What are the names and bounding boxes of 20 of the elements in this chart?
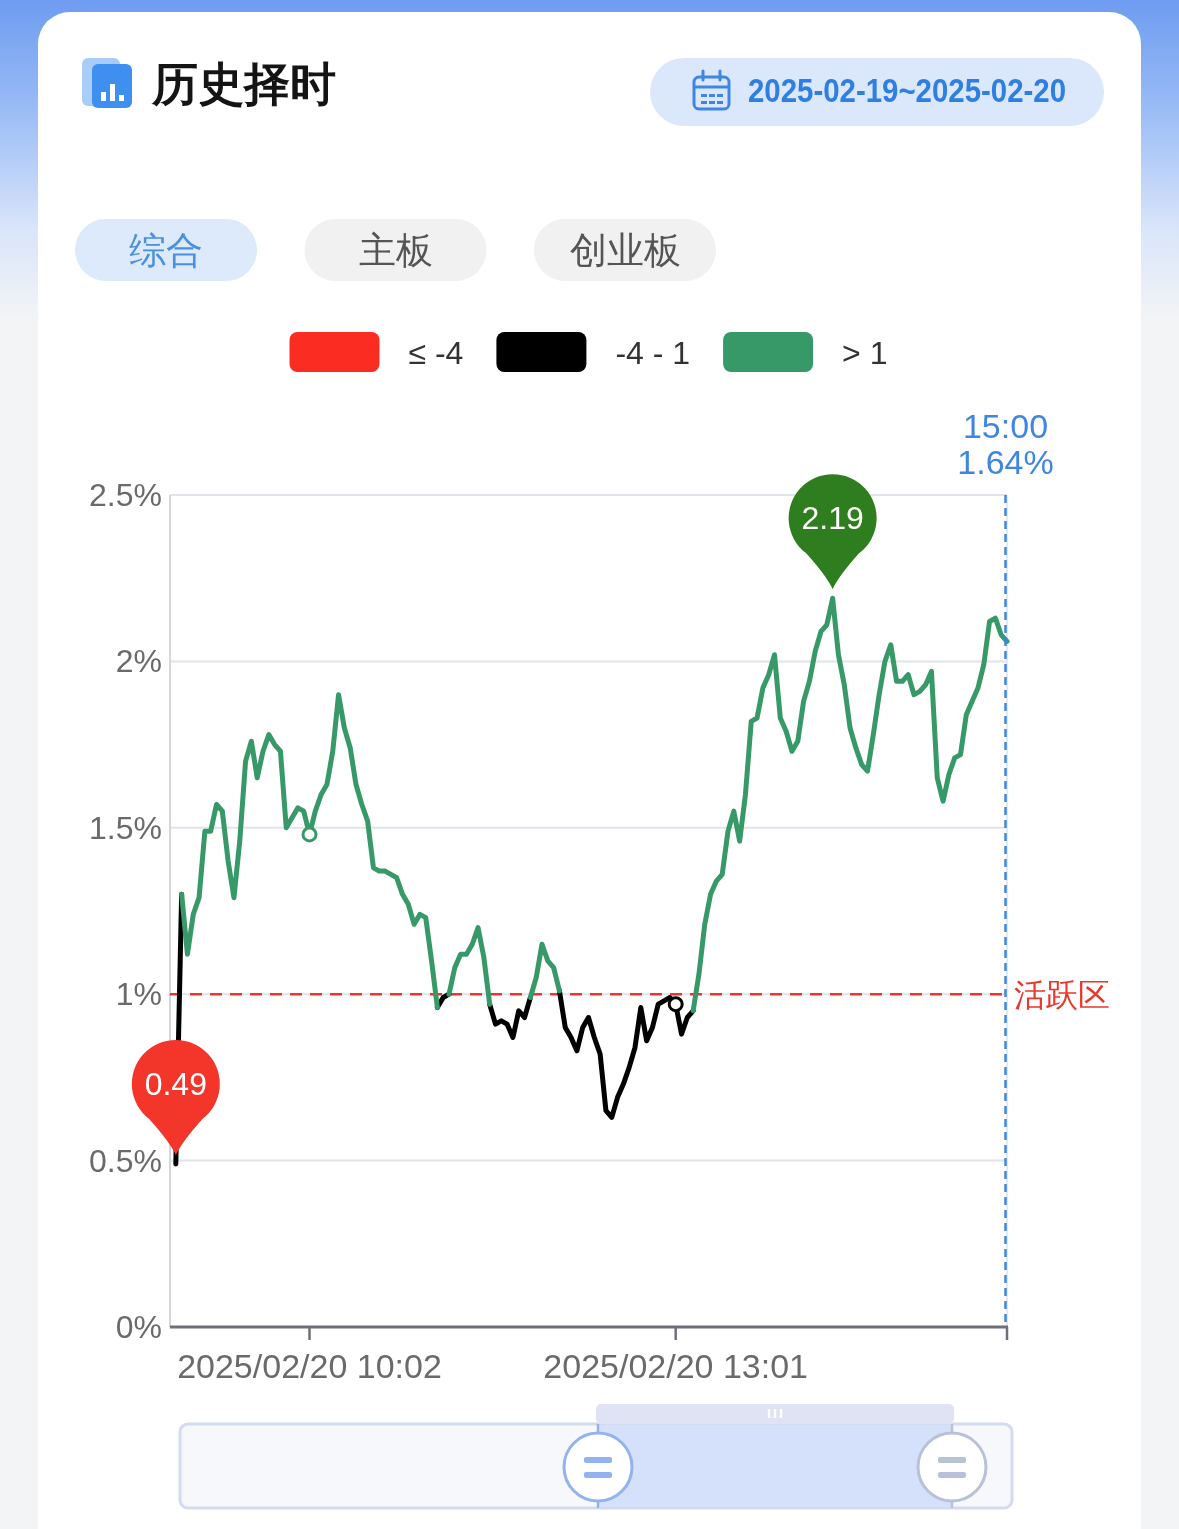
y-tick-label: 1% <box>115 976 162 1013</box>
legend-label: ≤ -4 <box>408 335 464 371</box>
x-tick-label: 2025/02/20 10:02 <box>177 1347 442 1385</box>
legend-label: -4 - 1 <box>615 335 691 371</box>
x-tick-label: 2025/02/20 13:01 <box>543 1347 809 1385</box>
y-tick-label: 1.5% <box>89 809 162 846</box>
y-tick-label: 0.5% <box>89 1142 162 1179</box>
annotation: 2.19 <box>801 500 864 537</box>
text: 主板 <box>358 230 433 271</box>
y-tick-label: 2% <box>115 643 162 680</box>
chart-title: 历史择时 <box>151 58 336 110</box>
annotation: 0.49 <box>144 1065 207 1102</box>
ref-line-label: 活跃区 <box>1014 977 1110 1014</box>
text: 创业板 <box>569 230 681 271</box>
text: 综合 <box>129 230 203 271</box>
legend-label: > 1 <box>842 335 888 371</box>
chart-subtitle: 2025-02-19~2025-02-20 <box>748 71 1116 109</box>
y-tick-label: 0% <box>115 1309 162 1345</box>
text: 15:00 1.64% <box>957 407 1054 481</box>
y-tick-label: 2.5% <box>89 477 162 513</box>
